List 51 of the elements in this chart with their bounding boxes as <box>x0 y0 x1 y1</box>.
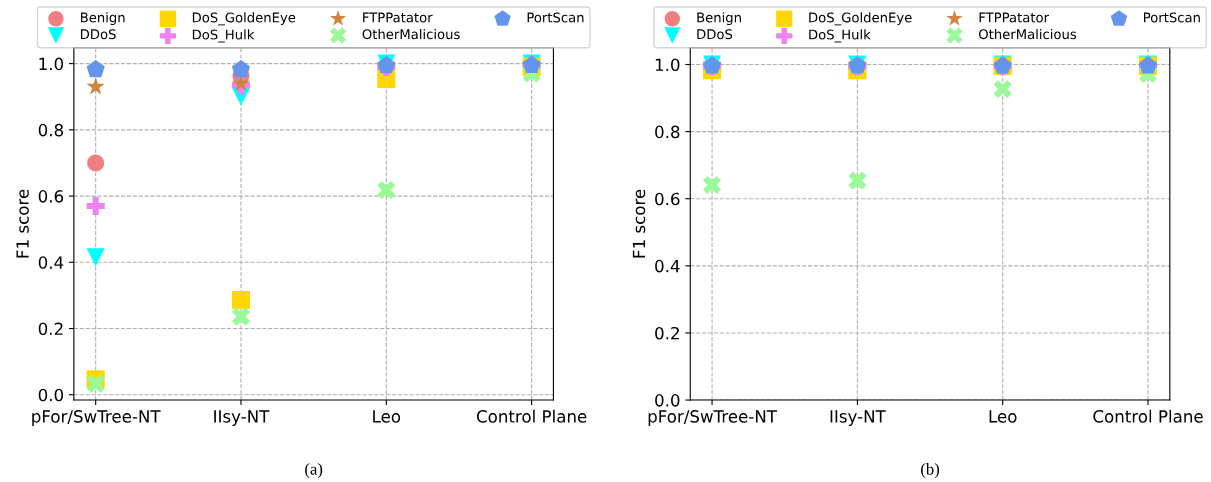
x-tick-label: Leo <box>373 410 401 423</box>
y-tick-label: 1.0 <box>655 58 680 72</box>
y-tick-label: 0.2 <box>38 322 63 336</box>
text: (a) <box>305 462 323 479</box>
legend-label: DoS_Hulk <box>192 29 255 43</box>
y-tick-label: 0.8 <box>655 125 680 139</box>
y-tick-label: 0.8 <box>38 123 64 137</box>
point <box>86 60 105 78</box>
legend-label: DDoS <box>697 29 733 40</box>
y-tick-label: 0.4 <box>38 256 64 269</box>
legend-label: PortScan <box>527 12 584 23</box>
legend-label: PortScan <box>1144 12 1200 23</box>
y-tick-label: 1.0 <box>39 57 64 71</box>
y-axis-title: F1 score <box>16 189 29 258</box>
y-tick-label: 0.0 <box>38 388 64 402</box>
x-tick-label: Control Plane <box>476 409 587 423</box>
point <box>231 60 251 78</box>
point <box>86 196 105 216</box>
legend-label: DoS_GoldenEye <box>192 12 296 26</box>
point <box>86 77 105 95</box>
point <box>231 307 251 326</box>
y-tick-label: 0.4 <box>655 259 680 273</box>
y-tick-label: 0.0 <box>655 394 680 407</box>
point <box>703 175 722 195</box>
x-tick-label: Leo <box>989 410 1017 423</box>
point <box>86 374 105 393</box>
y-axis-title: F1 score <box>632 189 646 258</box>
point <box>993 79 1012 99</box>
x-tick-label: pFor/SwTree-NT <box>32 410 161 426</box>
point <box>377 181 396 200</box>
point <box>87 154 105 172</box>
legend-label: FTPPatator <box>363 12 433 23</box>
point <box>848 171 867 190</box>
legend-label: Benign <box>80 12 125 25</box>
legend-label: OtherMalicious <box>362 28 460 40</box>
legend-label: DoS_GoldenEye <box>809 12 912 26</box>
point <box>231 291 251 310</box>
legend-label: OtherMalicious <box>979 28 1077 40</box>
y-tick-label: 0.2 <box>655 326 679 340</box>
legend-label: DDoS <box>80 29 116 40</box>
x-tick-label: Control Plane <box>1093 409 1203 423</box>
text: (b) <box>921 462 940 479</box>
y-tick-label: 0.6 <box>38 190 64 203</box>
legend-label: DoS_Hulk <box>809 29 871 43</box>
x-tick-label: IIsy-NT <box>830 410 886 426</box>
legend-label: FTPPatator <box>979 12 1050 23</box>
y-tick-label: 0.6 <box>655 192 680 206</box>
x-tick-label: pFor/SwTree-NT <box>648 410 778 426</box>
x-tick-label: IIsy-NT <box>214 410 270 426</box>
point <box>86 248 105 267</box>
legend-label: Benign <box>697 12 741 25</box>
